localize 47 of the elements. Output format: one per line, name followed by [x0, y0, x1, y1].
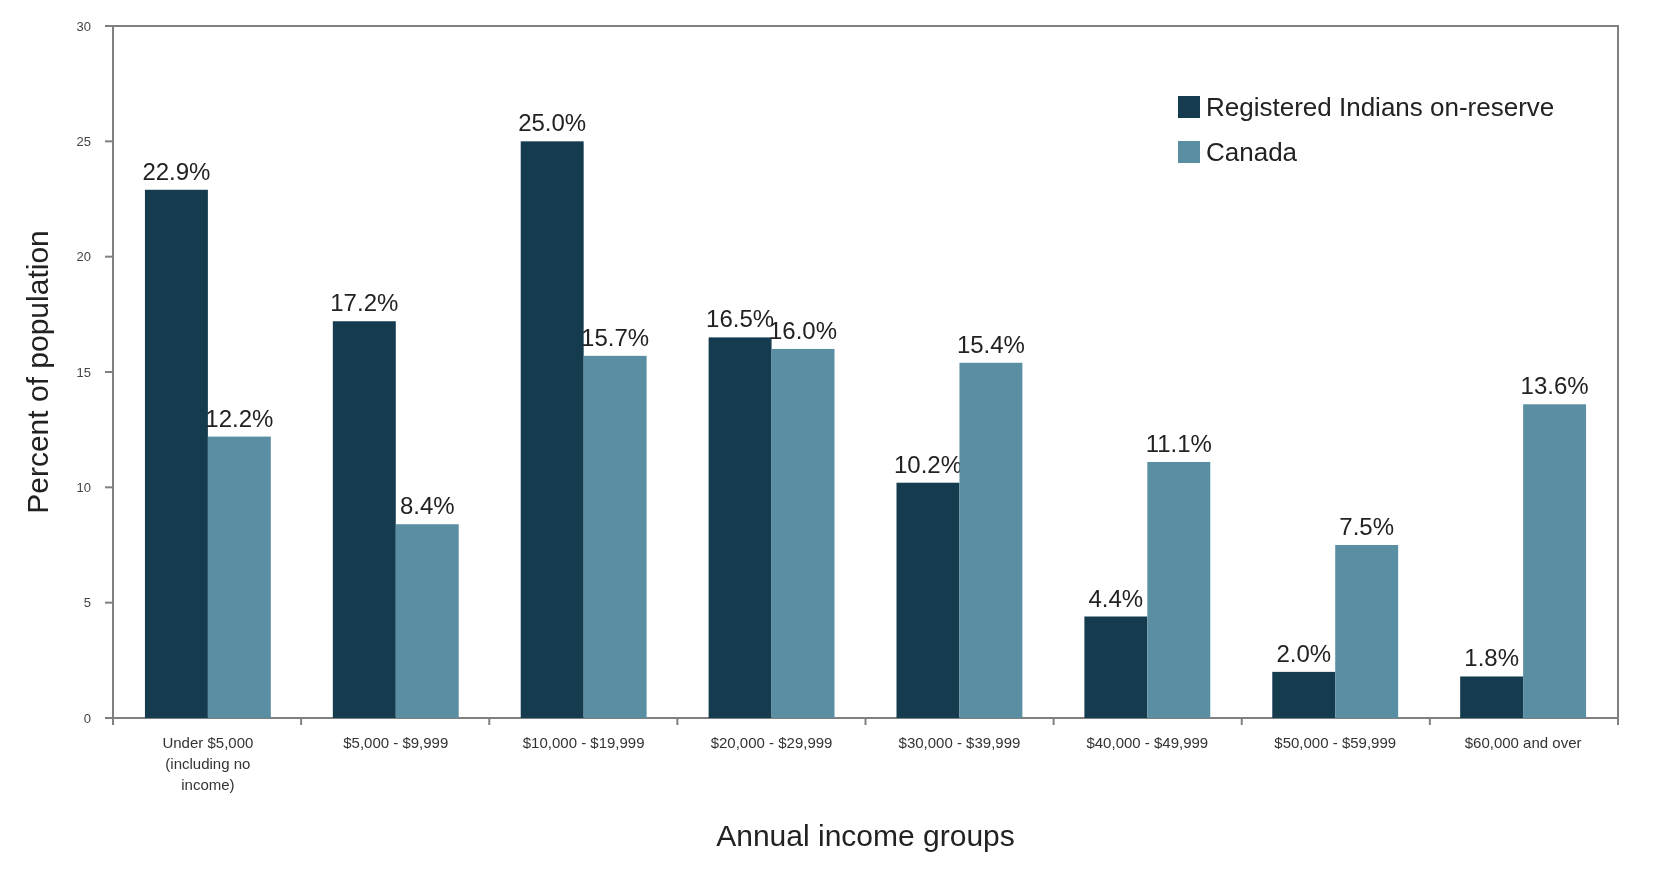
legend-label: Registered Indians on-reserve — [1206, 92, 1555, 123]
data-label: 10.2% — [893, 450, 962, 478]
bar — [1147, 461, 1211, 718]
data-label: 15.4% — [956, 330, 1025, 358]
data-label: 1.8% — [1464, 644, 1519, 672]
y-axis-title: Percent of population — [21, 230, 54, 514]
bar — [771, 348, 835, 718]
x-tick-label: $30,000 - $39,999 — [898, 734, 1021, 751]
bar — [708, 337, 772, 718]
y-tick-label: 30 — [76, 18, 91, 34]
data-label: 11.1% — [1145, 429, 1212, 457]
data-label: 13.6% — [1520, 372, 1589, 400]
data-label: 22.9% — [142, 157, 211, 185]
y-tick-label: 10 — [76, 479, 91, 495]
y-tick-label: 0 — [83, 710, 91, 726]
bar — [1523, 404, 1587, 718]
y-tick-label: 5 — [83, 595, 91, 611]
data-label: 17.2% — [330, 289, 399, 317]
bar — [896, 482, 960, 718]
bar — [1084, 616, 1148, 718]
x-tick-label: $5,000 - $9,999 — [343, 734, 449, 751]
x-tick-label: $50,000 - $59,999 — [1274, 734, 1397, 751]
data-label: 7.5% — [1339, 513, 1395, 540]
x-tick-label: Under $5,000 (including no income) — [162, 734, 254, 793]
bar — [1272, 671, 1336, 718]
legend-label: Canada — [1206, 137, 1298, 168]
bar — [1335, 545, 1399, 718]
x-tick-label: $10,000 - $19,999 — [522, 734, 645, 751]
bar — [583, 355, 647, 718]
x-tick-label: $40,000 - $49,999 — [1086, 734, 1209, 751]
bar — [332, 321, 396, 718]
data-label: 25.0% — [518, 109, 587, 137]
data-label: 8.4% — [399, 492, 455, 520]
bar — [144, 189, 208, 718]
y-tick-label: 25 — [76, 133, 91, 149]
x-tick-label: $60,000 and over — [1464, 734, 1582, 751]
x-axis-title: Annual income groups — [716, 819, 1015, 852]
bar — [959, 362, 1023, 718]
bar — [520, 141, 584, 718]
bar — [1460, 676, 1524, 718]
y-tick-label: 20 — [76, 249, 91, 265]
data-label: 4.4% — [1088, 584, 1144, 612]
data-label: 2.0% — [1276, 639, 1332, 667]
x-tick-label: $20,000 - $29,999 — [710, 734, 833, 751]
y-tick-label: 15 — [76, 364, 91, 380]
bar — [395, 524, 459, 718]
bar — [207, 436, 271, 718]
